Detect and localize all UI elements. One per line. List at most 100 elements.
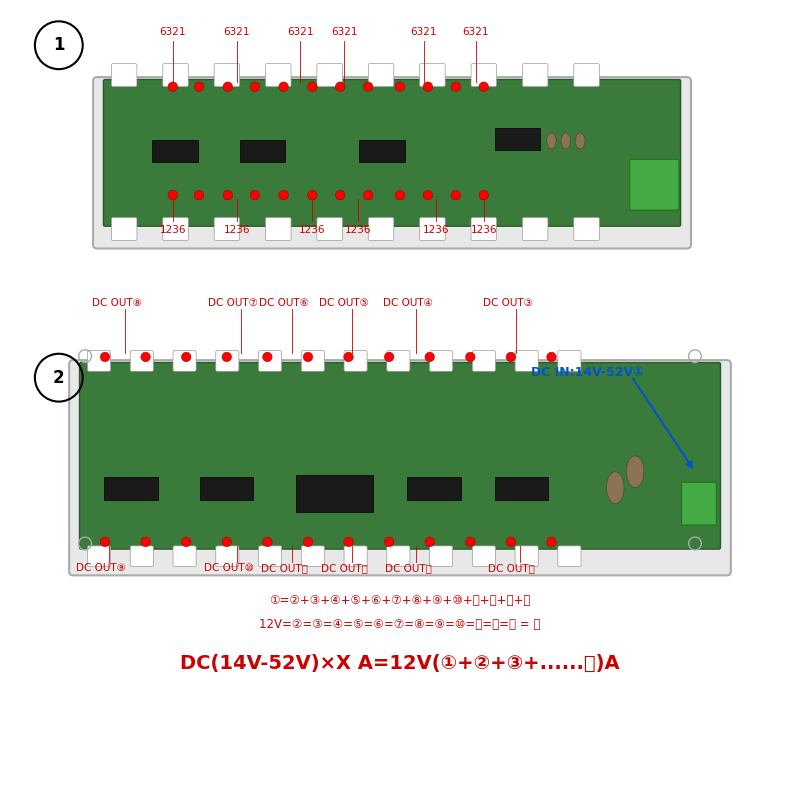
Circle shape bbox=[182, 537, 191, 546]
Ellipse shape bbox=[606, 472, 624, 504]
FancyBboxPatch shape bbox=[303, 477, 357, 501]
FancyBboxPatch shape bbox=[630, 159, 679, 210]
FancyBboxPatch shape bbox=[430, 546, 453, 566]
Circle shape bbox=[262, 537, 272, 546]
Circle shape bbox=[279, 82, 288, 91]
FancyBboxPatch shape bbox=[266, 63, 291, 86]
FancyBboxPatch shape bbox=[173, 350, 196, 371]
Circle shape bbox=[344, 352, 354, 362]
Circle shape bbox=[363, 82, 373, 91]
FancyBboxPatch shape bbox=[130, 350, 154, 371]
FancyBboxPatch shape bbox=[420, 63, 445, 86]
FancyBboxPatch shape bbox=[682, 482, 717, 525]
FancyBboxPatch shape bbox=[130, 546, 154, 566]
Circle shape bbox=[344, 537, 354, 546]
FancyBboxPatch shape bbox=[152, 140, 198, 162]
Text: DC OUT⑭: DC OUT⑭ bbox=[488, 563, 535, 574]
FancyBboxPatch shape bbox=[69, 360, 731, 575]
Circle shape bbox=[451, 190, 461, 200]
Text: 1236: 1236 bbox=[299, 225, 326, 234]
Text: DC(14V-52V)×X A=12V(①+②+③+......⑭)A: DC(14V-52V)×X A=12V(①+②+③+......⑭)A bbox=[180, 654, 620, 673]
Text: 1236: 1236 bbox=[470, 225, 497, 234]
FancyBboxPatch shape bbox=[471, 218, 497, 241]
FancyBboxPatch shape bbox=[317, 218, 342, 241]
Text: DC OUT⑦: DC OUT⑦ bbox=[208, 298, 258, 307]
FancyBboxPatch shape bbox=[87, 350, 110, 371]
FancyBboxPatch shape bbox=[472, 350, 495, 371]
FancyBboxPatch shape bbox=[387, 546, 410, 566]
Circle shape bbox=[307, 190, 317, 200]
Circle shape bbox=[546, 537, 556, 546]
Text: DC OUT⑫: DC OUT⑫ bbox=[321, 563, 368, 574]
Text: DC OUT⑤: DC OUT⑤ bbox=[319, 298, 369, 307]
Circle shape bbox=[222, 537, 231, 546]
Ellipse shape bbox=[575, 133, 585, 149]
Text: 1236: 1236 bbox=[159, 225, 186, 234]
FancyBboxPatch shape bbox=[258, 546, 282, 566]
FancyBboxPatch shape bbox=[387, 350, 410, 371]
FancyBboxPatch shape bbox=[344, 546, 367, 566]
FancyBboxPatch shape bbox=[162, 218, 188, 241]
Circle shape bbox=[141, 537, 150, 546]
Text: DC OUT⑩: DC OUT⑩ bbox=[204, 563, 254, 574]
Text: DC OUT⑥: DC OUT⑥ bbox=[259, 298, 310, 307]
Ellipse shape bbox=[561, 133, 570, 149]
Circle shape bbox=[506, 352, 516, 362]
FancyBboxPatch shape bbox=[266, 218, 291, 241]
FancyBboxPatch shape bbox=[344, 350, 367, 371]
FancyBboxPatch shape bbox=[359, 140, 405, 162]
Circle shape bbox=[423, 190, 433, 200]
Circle shape bbox=[279, 190, 288, 200]
Text: 6321: 6321 bbox=[410, 27, 437, 38]
FancyBboxPatch shape bbox=[574, 218, 599, 241]
Circle shape bbox=[223, 82, 233, 91]
Circle shape bbox=[262, 352, 272, 362]
Circle shape bbox=[223, 190, 233, 200]
FancyBboxPatch shape bbox=[471, 63, 497, 86]
FancyBboxPatch shape bbox=[368, 218, 394, 241]
FancyBboxPatch shape bbox=[495, 128, 540, 150]
Circle shape bbox=[425, 537, 434, 546]
FancyBboxPatch shape bbox=[216, 350, 239, 371]
FancyBboxPatch shape bbox=[472, 546, 495, 566]
Circle shape bbox=[479, 82, 489, 91]
Circle shape bbox=[479, 190, 489, 200]
FancyBboxPatch shape bbox=[111, 218, 137, 241]
FancyBboxPatch shape bbox=[162, 63, 188, 86]
Text: 6321: 6321 bbox=[223, 27, 250, 38]
Circle shape bbox=[423, 82, 433, 91]
Ellipse shape bbox=[626, 456, 644, 488]
Circle shape bbox=[182, 352, 191, 362]
Circle shape bbox=[100, 352, 110, 362]
Text: 12V=②=③=④=⑤=⑥=⑦=⑧=⑨=⑩=⑪=⑫=⑬ = ⑭: 12V=②=③=④=⑤=⑥=⑦=⑧=⑨=⑩=⑪=⑫=⑬ = ⑭ bbox=[259, 618, 541, 631]
FancyBboxPatch shape bbox=[302, 350, 325, 371]
Circle shape bbox=[250, 190, 260, 200]
Circle shape bbox=[451, 82, 461, 91]
FancyBboxPatch shape bbox=[216, 546, 239, 566]
Circle shape bbox=[194, 190, 204, 200]
FancyBboxPatch shape bbox=[173, 546, 196, 566]
FancyBboxPatch shape bbox=[558, 546, 581, 566]
Circle shape bbox=[425, 352, 434, 362]
Text: 6321: 6321 bbox=[331, 27, 358, 38]
Circle shape bbox=[395, 82, 405, 91]
Circle shape bbox=[303, 537, 313, 546]
FancyBboxPatch shape bbox=[558, 350, 581, 371]
Circle shape bbox=[466, 537, 475, 546]
Text: 1236: 1236 bbox=[223, 225, 250, 234]
Ellipse shape bbox=[546, 133, 556, 149]
Circle shape bbox=[100, 537, 110, 546]
FancyBboxPatch shape bbox=[104, 477, 158, 501]
FancyBboxPatch shape bbox=[430, 350, 453, 371]
Text: DC OUT④: DC OUT④ bbox=[383, 298, 433, 307]
FancyBboxPatch shape bbox=[317, 63, 342, 86]
FancyBboxPatch shape bbox=[87, 546, 110, 566]
Text: 6321: 6321 bbox=[462, 27, 489, 38]
Circle shape bbox=[141, 352, 150, 362]
FancyBboxPatch shape bbox=[515, 350, 538, 371]
Text: 6321: 6321 bbox=[287, 27, 314, 38]
Circle shape bbox=[168, 190, 178, 200]
FancyBboxPatch shape bbox=[295, 475, 373, 513]
Circle shape bbox=[384, 537, 394, 546]
FancyBboxPatch shape bbox=[79, 362, 721, 549]
